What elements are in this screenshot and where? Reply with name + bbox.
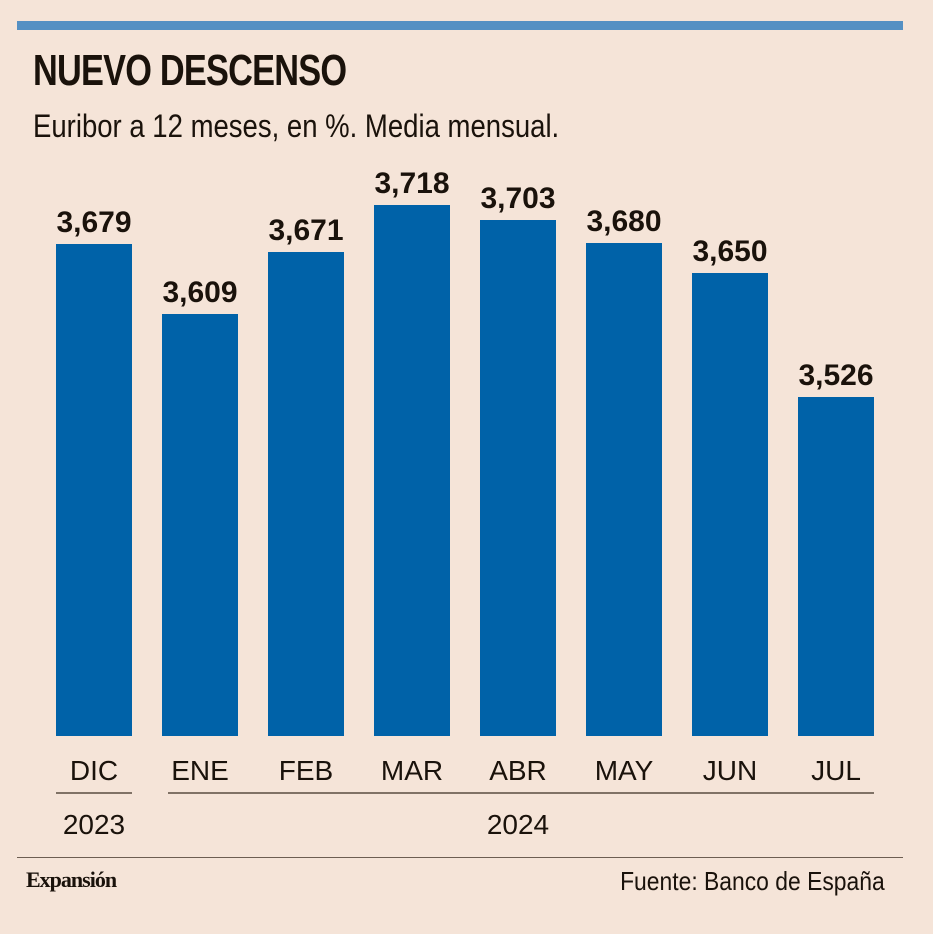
- value-label-abr: 3,703: [480, 182, 555, 215]
- month-label-may: MAY: [595, 755, 654, 786]
- month-label-jun: JUN: [703, 755, 757, 786]
- source-note: Fuente: Banco de España: [620, 866, 885, 896]
- bar-mar: [374, 205, 450, 736]
- value-label-feb: 3,671: [268, 214, 343, 247]
- value-label-jun: 3,650: [692, 235, 767, 268]
- value-label-may: 3,680: [586, 205, 661, 238]
- month-label-feb: FEB: [279, 755, 333, 786]
- chart-title: NUEVO DESCENSO: [33, 46, 347, 95]
- bar-abr: [480, 220, 556, 736]
- year-label-2024: 2024: [487, 809, 549, 840]
- value-label-mar: 3,718: [374, 167, 449, 200]
- brand-logo: Expansión: [26, 867, 117, 892]
- month-label-jul: JUL: [811, 755, 861, 786]
- value-label-jul: 3,526: [798, 359, 873, 392]
- top-accent-bar: [17, 21, 903, 30]
- value-label-dic: 3,679: [56, 206, 131, 239]
- value-label-ene: 3,609: [162, 276, 237, 309]
- bar-jun: [692, 273, 768, 736]
- bar-feb: [268, 252, 344, 736]
- month-label-mar: MAR: [381, 755, 443, 786]
- year-label-2023: 2023: [63, 809, 125, 840]
- bar-ene: [162, 314, 238, 736]
- bar-may: [586, 243, 662, 736]
- chart-subtitle: Euribor a 12 meses, en %. Media mensual.: [33, 108, 560, 144]
- month-label-abr: ABR: [489, 755, 547, 786]
- bar-jul: [798, 397, 874, 736]
- month-label-dic: DIC: [70, 755, 118, 786]
- footer-divider: [17, 857, 903, 858]
- bar-dic: [56, 244, 132, 736]
- month-label-ene: ENE: [171, 755, 229, 786]
